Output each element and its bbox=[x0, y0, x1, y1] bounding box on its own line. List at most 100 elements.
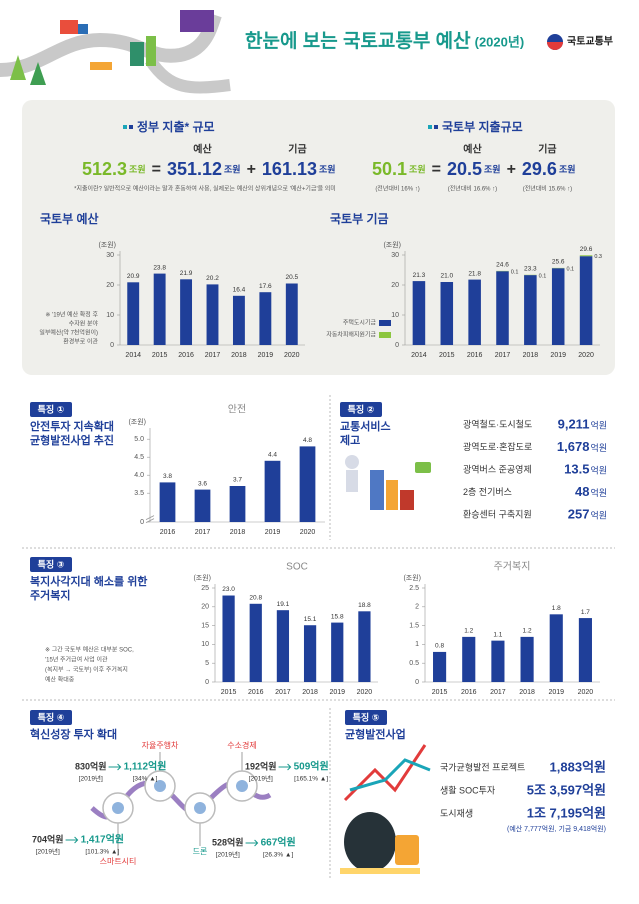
x-tick-label: 2018 bbox=[302, 689, 318, 696]
bar bbox=[299, 446, 316, 522]
amount-to: 667억원 bbox=[261, 836, 296, 849]
feature-badge-text: 특징 ⑤ bbox=[353, 711, 380, 722]
budget-label: 예산 bbox=[193, 143, 212, 156]
road bbox=[145, 56, 231, 94]
robot bbox=[346, 470, 358, 492]
base-year: [2019년] bbox=[36, 847, 60, 856]
feature-title: 안전투자 지속확대 bbox=[30, 419, 114, 433]
bar bbox=[229, 486, 246, 522]
x-tick-label: 2019 bbox=[550, 352, 566, 359]
arrow bbox=[278, 763, 292, 771]
x-tick-label: 2017 bbox=[195, 529, 211, 536]
chart-title: 국토부 예산 bbox=[40, 211, 99, 226]
axis-unit: (조원) bbox=[403, 573, 421, 582]
y-tick-label: 1.5 bbox=[409, 622, 419, 629]
value-label: 25.6 bbox=[552, 259, 565, 266]
x-tick-label: 2020 bbox=[578, 689, 594, 696]
y-tick-label: 15 bbox=[201, 622, 209, 629]
item-label: 생활 SOC투자 bbox=[440, 784, 496, 795]
bar bbox=[524, 275, 537, 345]
item-label: 광역철도·도시철도 bbox=[463, 418, 532, 429]
axis-unit: (조원) bbox=[98, 240, 116, 249]
bar bbox=[276, 610, 290, 682]
amount-to: 1,112억원 bbox=[124, 760, 167, 773]
coins bbox=[340, 868, 420, 874]
value-label: 29.6 bbox=[580, 246, 593, 253]
feature-item-name: 자율주행차 bbox=[142, 740, 179, 750]
bar bbox=[462, 636, 476, 682]
icon bbox=[194, 802, 206, 814]
y-tick-label: 5 bbox=[205, 660, 209, 667]
value-label: 0.3 bbox=[594, 254, 602, 260]
fund-label: 기금 bbox=[288, 143, 306, 156]
amount-from: 704억원 bbox=[32, 833, 64, 844]
y-tick-label: 20 bbox=[201, 604, 209, 611]
legend-swatch bbox=[379, 332, 391, 338]
bar bbox=[579, 256, 593, 345]
money-bag bbox=[344, 812, 396, 872]
equals: = bbox=[432, 161, 441, 178]
value-label: 4.4 bbox=[268, 452, 277, 459]
feature-item-name: 수소경제 bbox=[227, 740, 256, 750]
change-note: (전년대비 15.6% ↑) bbox=[523, 185, 572, 193]
feature-title: 주거복지 bbox=[30, 588, 70, 602]
item-unit: 억원 bbox=[590, 464, 607, 475]
bar bbox=[468, 279, 481, 345]
x-tick-label: 2016 bbox=[248, 689, 264, 696]
item-amount: 48 bbox=[575, 484, 589, 499]
unit: 조원 bbox=[224, 163, 241, 174]
y-tick-label: 0 bbox=[140, 519, 144, 526]
feature-badge-text: 특징 ② bbox=[348, 403, 375, 414]
feature-badge bbox=[340, 402, 382, 417]
feature-note: ※ 그간 국토부 예산은 대부분 SOC, bbox=[45, 646, 134, 654]
feature-note: 예산 확대중 bbox=[45, 676, 75, 684]
value-label: 0.1 bbox=[539, 273, 547, 279]
value-label: 3.6 bbox=[198, 480, 207, 487]
value-label: 21.9 bbox=[180, 270, 193, 277]
bar bbox=[222, 595, 235, 682]
bar bbox=[579, 255, 593, 257]
fund-label: 기금 bbox=[538, 143, 556, 156]
budget-label: 예산 bbox=[463, 143, 482, 156]
value-label: 23.0 bbox=[222, 586, 235, 593]
x-tick-label: 2019 bbox=[265, 529, 281, 536]
value-label: 23.8 bbox=[153, 264, 166, 271]
bar bbox=[285, 283, 298, 345]
x-tick-label: 2018 bbox=[231, 352, 247, 359]
chart-note: ※ '19년 예산 확정 후 bbox=[45, 311, 98, 319]
feature-note: (복지부 → 국토부) 이후 주거복지 bbox=[45, 666, 128, 674]
item-amount: 5조 3,597억원 bbox=[527, 782, 606, 797]
x-tick-label: 2017 bbox=[495, 352, 511, 359]
tree bbox=[30, 62, 46, 85]
illustration bbox=[386, 480, 398, 510]
y-tick-label: 10 bbox=[201, 641, 209, 648]
section-heading: 정부 지출* 규모 bbox=[137, 119, 215, 134]
y-tick-label: 0 bbox=[395, 342, 399, 349]
icon bbox=[112, 802, 124, 814]
feature-badge bbox=[345, 710, 387, 725]
value-label: 20.9 bbox=[127, 273, 140, 280]
x-tick-label: 2016 bbox=[467, 352, 483, 359]
axis-break bbox=[145, 515, 155, 523]
icon bbox=[236, 780, 248, 792]
chart-note: 일부예산(약 7천억원이) bbox=[39, 329, 98, 337]
bullet bbox=[129, 125, 133, 129]
feature-item-name: 드론 bbox=[193, 847, 208, 856]
chart-note: 환경부로 이관 bbox=[63, 338, 98, 346]
x-tick-label: 2015 bbox=[152, 352, 168, 359]
x-tick-label: 2014 bbox=[125, 352, 141, 359]
item-unit: 억원 bbox=[590, 419, 607, 430]
bar bbox=[206, 284, 219, 345]
bar bbox=[331, 622, 344, 682]
x-tick-label: 2019 bbox=[548, 689, 564, 696]
axis-unit: (조원) bbox=[383, 240, 401, 249]
feature-title: 혁신성장 투자 확대 bbox=[30, 727, 117, 741]
amount-to: 509억원 bbox=[294, 760, 329, 773]
value-label: 0.8 bbox=[435, 643, 444, 650]
value-label: 21.3 bbox=[413, 272, 426, 279]
x-tick-label: 2020 bbox=[284, 352, 300, 359]
fund-value: 161.13 bbox=[262, 159, 317, 179]
chart-note: 수자원 분야 bbox=[69, 320, 99, 328]
tree bbox=[10, 55, 26, 80]
item-label: 국가균형발전 프로젝트 bbox=[440, 762, 525, 772]
